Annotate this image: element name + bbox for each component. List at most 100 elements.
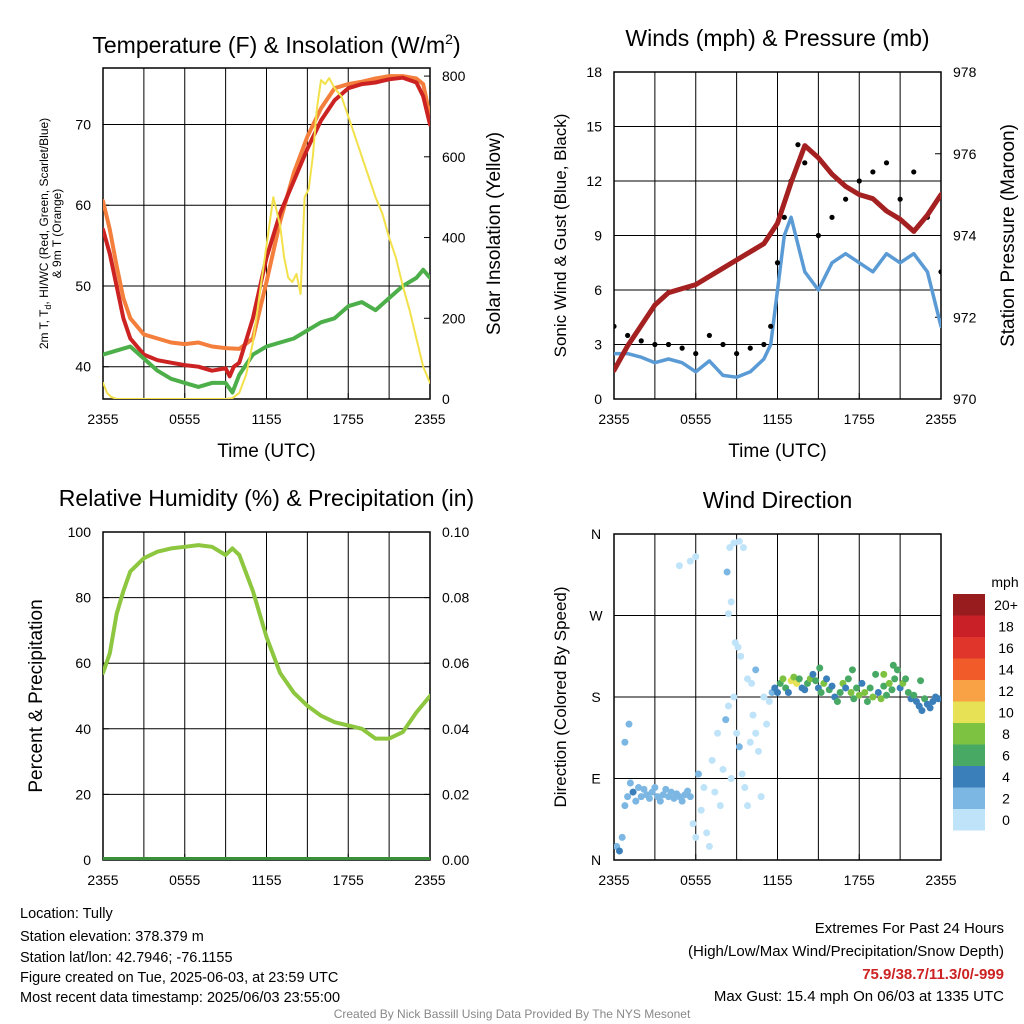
panel-3-ytick-label: S — [591, 689, 600, 705]
gust-point — [614, 323, 617, 329]
direction-point — [678, 797, 686, 805]
gust-point — [897, 196, 903, 202]
gust-point — [625, 332, 631, 339]
direction-point — [724, 702, 732, 710]
direction-point — [889, 661, 897, 669]
direction-point — [626, 779, 634, 787]
direction-point — [733, 729, 741, 737]
panel-3-ylabel-left: Direction (Colored By Speed) — [551, 586, 570, 807]
direction-point — [727, 598, 735, 606]
direction-point — [735, 537, 743, 545]
latlon-text: Station lat/lon: 42.7946; -76.1155 — [20, 950, 233, 966]
panel-2-ytick-right-label: 0.08 — [442, 590, 469, 606]
direction-point — [763, 720, 771, 728]
direction-point — [637, 793, 645, 801]
legend-label: 8 — [1002, 726, 1010, 742]
gust-point — [652, 341, 658, 348]
svg-text:2m T, Td, HI/WC (Red, Green, S: 2m T, Td, HI/WC (Red, Green, Scarlet/Blu… — [37, 118, 53, 349]
direction-point — [635, 784, 643, 792]
panel-0-xlabel: Time (UTC) — [217, 441, 316, 462]
panel-1-xtick-label: 2355 — [598, 411, 629, 427]
direction-point — [692, 553, 700, 561]
panel-2-ytick-right-label: 0.00 — [442, 852, 469, 868]
direction-point — [902, 675, 910, 683]
panel-0-ytick-label: 40 — [75, 359, 91, 375]
direction-point — [866, 684, 874, 692]
extremes-values: 75.9/38.7/11.3/0/-999 — [862, 966, 1004, 983]
panel-0-xtick-label: 0555 — [169, 411, 200, 427]
panel-0-title: Temperature (F) & Insolation (W/m2) — [92, 31, 460, 58]
legend-swatch — [953, 809, 985, 831]
gust-point — [734, 350, 740, 357]
panel-1-ytick-label: 0 — [594, 391, 602, 407]
series-line-0 — [614, 215, 941, 379]
direction-point — [730, 539, 738, 547]
direction-point — [893, 666, 901, 674]
direction-point — [848, 666, 856, 674]
direction-point — [891, 675, 899, 683]
gust-point — [693, 350, 699, 357]
direction-point — [749, 711, 757, 719]
legend-label: 14 — [998, 661, 1014, 677]
panel-2-ytick-right-label: 0.04 — [442, 721, 469, 737]
legend-swatch — [953, 787, 985, 809]
gust-point — [781, 214, 787, 220]
direction-point — [784, 688, 792, 696]
direction-point — [734, 643, 742, 651]
direction-point — [809, 670, 817, 678]
legend-swatch — [953, 766, 985, 788]
direction-point — [918, 707, 926, 715]
direction-point — [659, 791, 667, 799]
gust-point — [747, 345, 753, 351]
direction-point — [921, 695, 929, 703]
credit-text: Created By Nick Bassill Using Data Provi… — [333, 1007, 691, 1021]
legend-swatch — [953, 637, 985, 659]
panel-0-xtick-label: 2355 — [414, 411, 445, 427]
gust-point — [843, 196, 849, 202]
panel-1-ytick-right-label: 974 — [953, 228, 977, 244]
panel-2-xtick-label: 1755 — [333, 872, 364, 888]
direction-point — [684, 787, 692, 795]
direction-point — [752, 666, 760, 674]
panel-1-ytick-label: 9 — [594, 228, 602, 244]
direction-point — [705, 842, 713, 850]
series-line-3 — [103, 77, 430, 399]
panel-3-xtick-label: 2355 — [598, 872, 629, 888]
direction-point — [842, 684, 850, 692]
panel-1-xtick-label: 0555 — [680, 411, 711, 427]
direction-point — [888, 686, 896, 694]
direction-point — [727, 775, 735, 782]
panel-1-plot-area — [614, 142, 941, 379]
direction-point — [790, 673, 798, 681]
direction-point — [816, 664, 824, 672]
direction-point — [754, 747, 762, 755]
legend-label: 10 — [998, 704, 1014, 720]
panel-2-ytick-label: 0 — [83, 852, 91, 868]
direction-point — [795, 675, 803, 683]
direction-point — [774, 688, 781, 696]
direction-point — [836, 688, 844, 696]
direction-point — [689, 820, 697, 828]
recent-data-text: Most recent data timestamp: 2025/06/03 2… — [20, 990, 341, 1006]
direction-point — [723, 568, 731, 576]
panel-0-xtick-label: 1755 — [333, 411, 364, 427]
created-text: Figure created on Tue, 2025-06-03, at 23… — [20, 970, 339, 986]
direction-point — [737, 652, 745, 660]
legend-label: 16 — [998, 640, 1014, 656]
legend-label: 6 — [1002, 747, 1010, 763]
gust-point — [938, 269, 941, 275]
direction-point — [847, 688, 855, 696]
panel-1-title: Winds (mph) & Pressure (mb) — [625, 25, 929, 51]
panel-0-ylabel-right: Solar Insolation (Yellow) — [484, 132, 505, 335]
direction-point — [760, 693, 768, 701]
direction-point — [833, 698, 841, 706]
direction-point — [714, 729, 722, 737]
legend-swatch — [953, 701, 985, 723]
legend-label: 0 — [1002, 812, 1010, 828]
panel-0-ylabel-left: 2m T, Td, HI/WC (Red, Green, Scarlet/Blu… — [37, 118, 64, 349]
direction-point — [722, 716, 730, 724]
direction-point — [703, 829, 711, 837]
location-text: Location: Tully — [20, 906, 113, 922]
direction-point — [686, 793, 694, 801]
legend-title: mph — [991, 574, 1018, 590]
